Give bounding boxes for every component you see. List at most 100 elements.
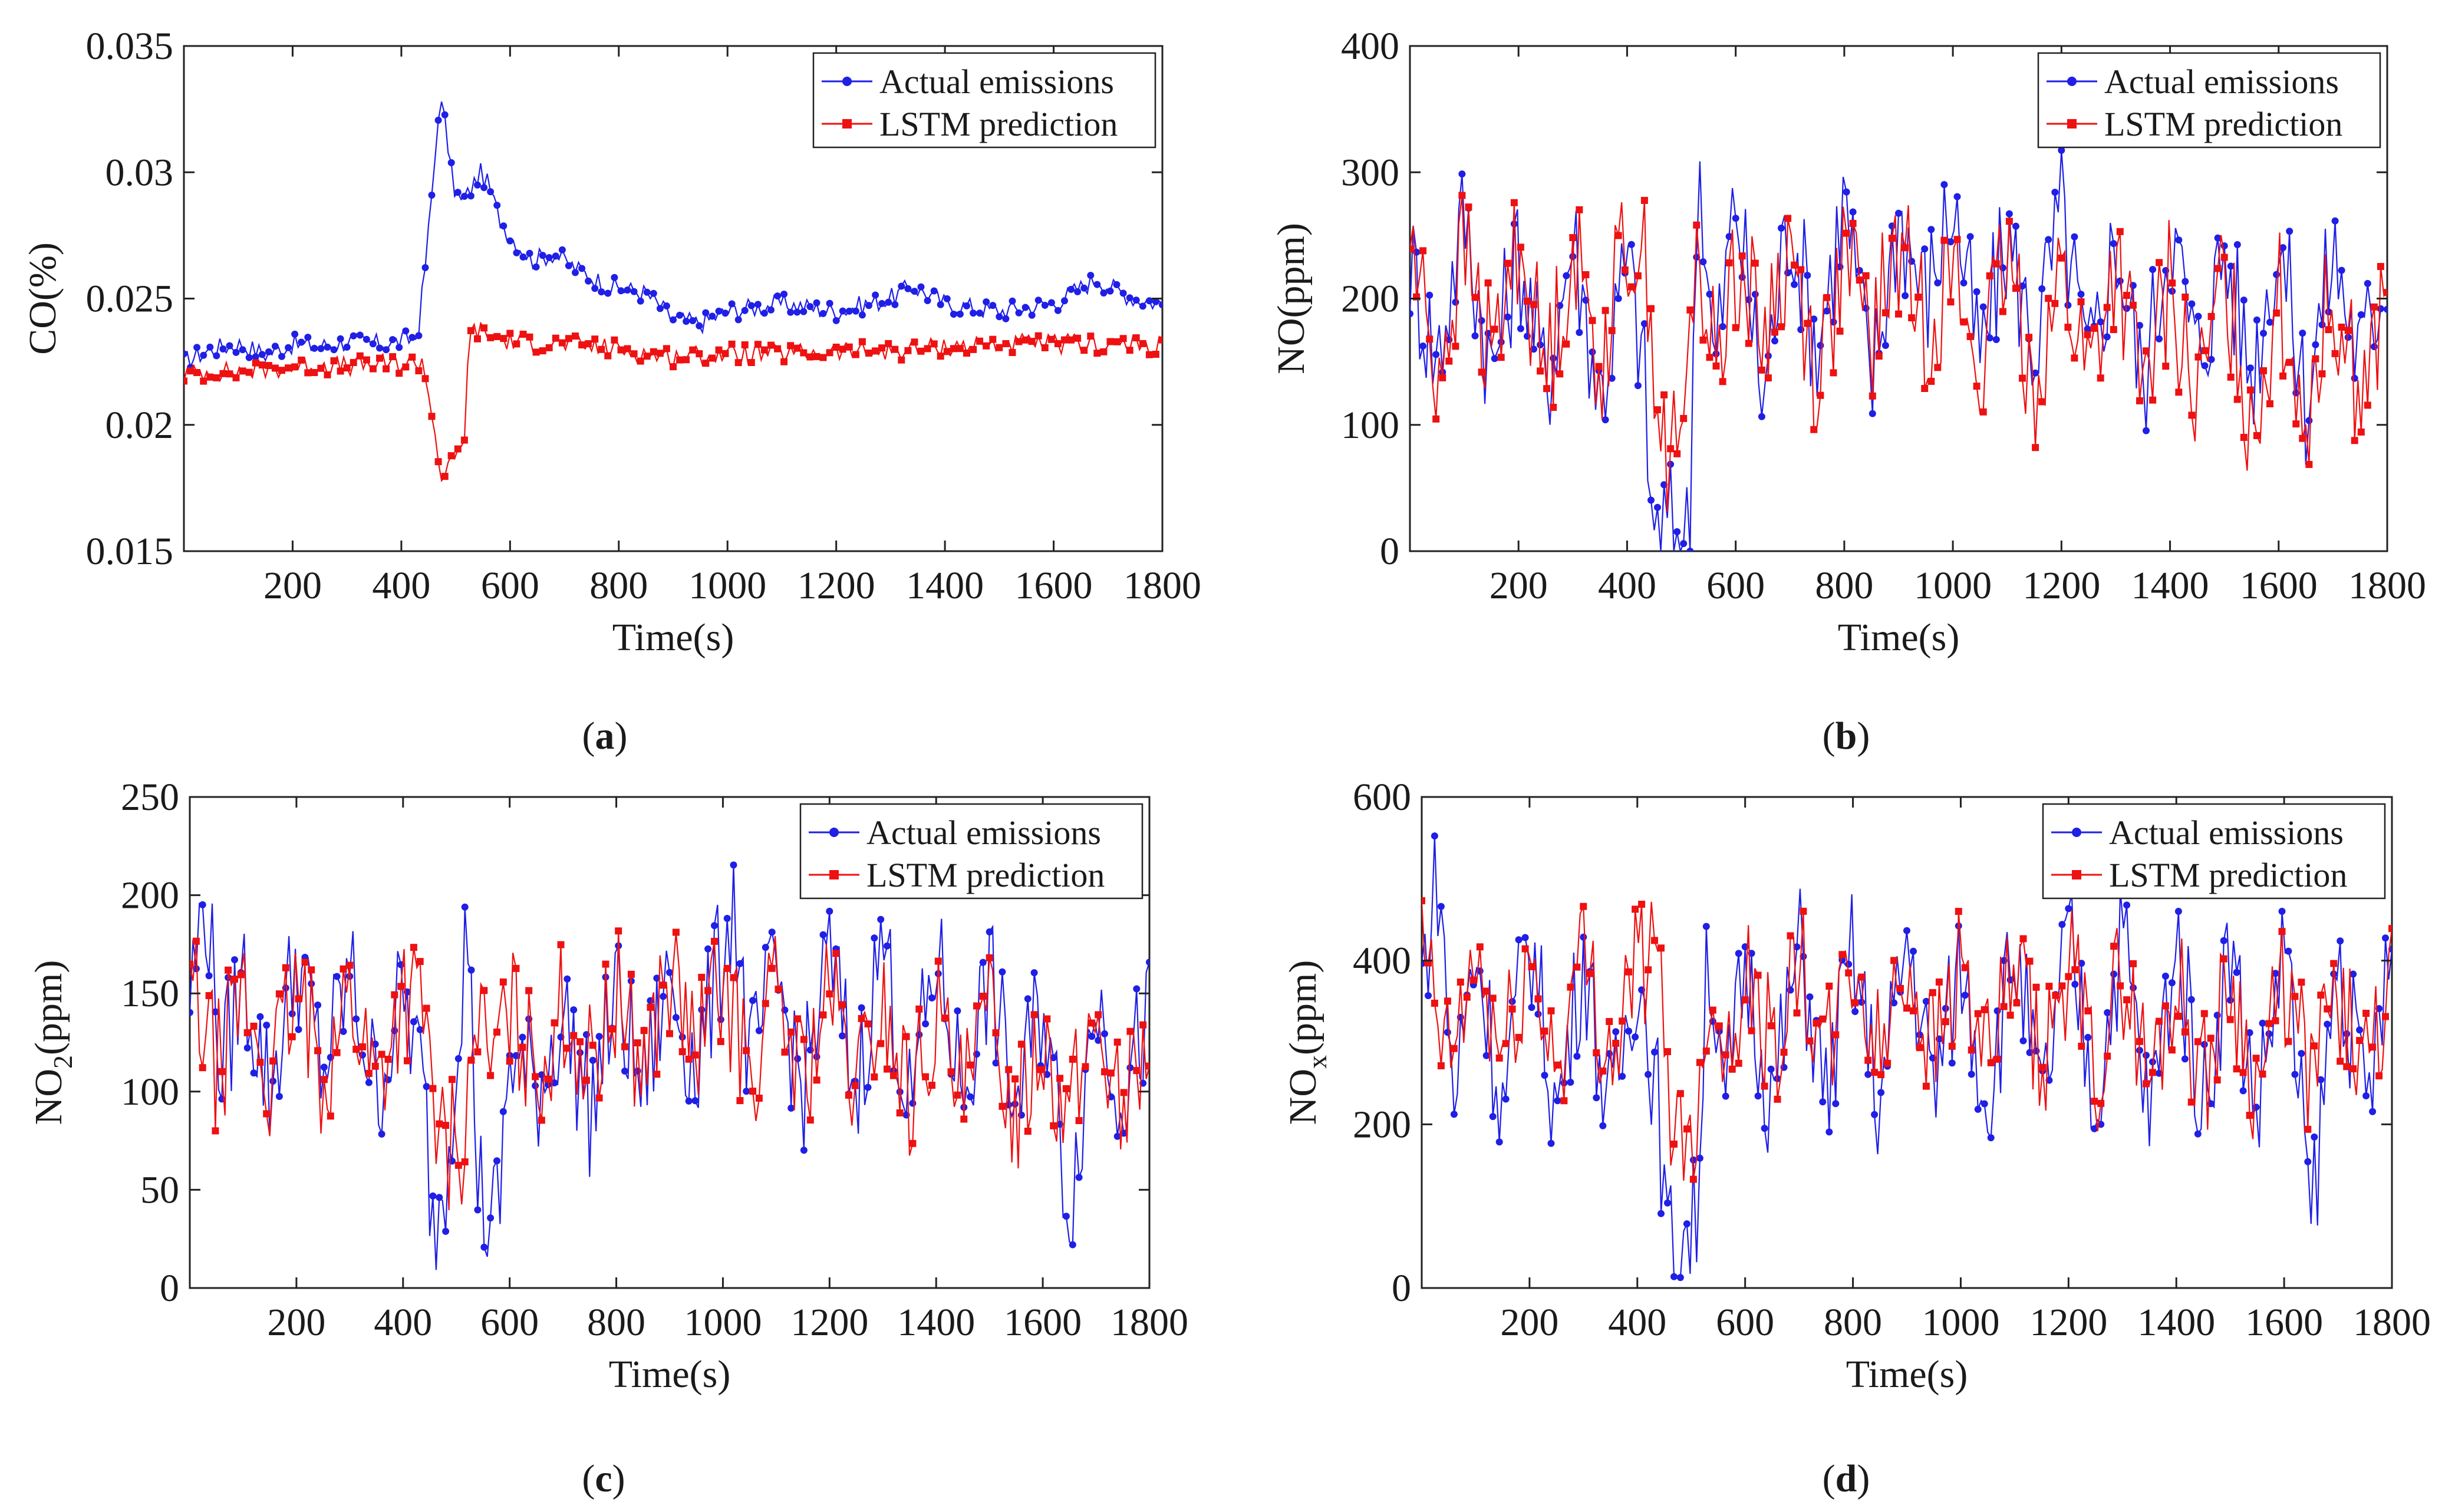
data-point [200, 351, 207, 359]
data-point [396, 344, 403, 351]
x-axis-label: Time(s) [612, 616, 734, 659]
data-point [1922, 997, 1930, 1005]
data-point [474, 1206, 482, 1214]
data-point [1050, 1122, 1057, 1129]
data-point [709, 354, 716, 362]
data-point [1921, 245, 1929, 253]
data-point [1030, 1011, 1038, 1019]
data-point [340, 1027, 347, 1035]
data-point [212, 1127, 219, 1135]
data-point [1877, 1071, 1885, 1079]
data-point [2233, 241, 2241, 248]
data-point [1502, 1095, 1510, 1103]
y-tick-label: 400 [1353, 940, 1411, 983]
data-point [2091, 1098, 2098, 1105]
data-point [295, 1026, 302, 1033]
data-point [2194, 1130, 2202, 1138]
data-point [1670, 1140, 1678, 1148]
data-point [1987, 1059, 1995, 1066]
data-point [2019, 1037, 2027, 1045]
data-point [1810, 426, 1818, 433]
data-point [1696, 1059, 1703, 1066]
x-tick-label: 1400 [2137, 1301, 2215, 1344]
y-axis-label-main: NO [27, 1069, 70, 1125]
data-point [976, 337, 984, 345]
data-point [1528, 963, 1535, 970]
data-point [467, 1056, 475, 1064]
data-point [950, 345, 957, 353]
data-point [1771, 328, 1778, 336]
data-point [532, 263, 540, 271]
data-point [1419, 342, 1427, 350]
data-point [2143, 1080, 2150, 1088]
data-point [232, 374, 240, 381]
data-point [2136, 322, 2143, 329]
data-point [2169, 279, 2176, 287]
data-point [1113, 1038, 1121, 1046]
data-point [1569, 234, 1577, 242]
data-point [1439, 374, 1446, 381]
data-point [2305, 417, 2313, 424]
data-point [839, 1032, 846, 1040]
data-point [989, 302, 997, 309]
data-point [2325, 308, 2332, 316]
data-point [2226, 1016, 2234, 1023]
data-point [634, 1039, 641, 1047]
data-point [410, 944, 417, 951]
data-point [343, 343, 351, 351]
data-point [2149, 1058, 2156, 1066]
data-point [2103, 304, 2111, 311]
data-point [2026, 957, 2034, 965]
data-point [544, 1075, 552, 1083]
data-point [1491, 325, 1498, 333]
data-point [363, 356, 370, 364]
data-point [1576, 329, 1583, 336]
data-point [1689, 1175, 1697, 1183]
data-point [480, 324, 488, 332]
y-tick-label: 0 [160, 1267, 179, 1310]
data-point [408, 334, 416, 341]
data-point [1849, 220, 1857, 227]
data-point [1126, 294, 1133, 302]
data-point [2084, 325, 2091, 333]
data-point [2260, 330, 2267, 337]
data-point [1061, 297, 1068, 305]
data-point [199, 901, 206, 908]
data-point [2181, 1055, 2189, 1063]
data-point [2084, 1033, 2092, 1041]
data-point [363, 335, 370, 343]
data-point [813, 1076, 820, 1084]
data-point [449, 1076, 456, 1083]
data-point [474, 335, 481, 342]
data-point [2317, 991, 2325, 999]
data-point [1101, 1068, 1108, 1076]
data-point [1858, 999, 1866, 1006]
x-tick-label: 400 [1608, 1301, 1666, 1344]
data-point [2305, 460, 2313, 468]
data-point [2091, 1125, 2098, 1132]
data-point [1504, 313, 1511, 321]
data-point [1877, 1089, 1885, 1096]
data-point [2369, 1108, 2377, 1115]
data-point [2357, 428, 2365, 436]
data-point [1465, 203, 1472, 211]
y-tick-label: 200 [1341, 278, 1399, 321]
data-point [602, 960, 609, 968]
x-tick-label: 400 [374, 1301, 432, 1344]
data-point [1927, 226, 1935, 233]
data-point [1489, 1113, 1497, 1121]
data-point [2200, 1040, 2208, 1048]
data-point [2110, 970, 2118, 978]
data-point [585, 277, 592, 285]
data-point [356, 352, 364, 360]
data-point [410, 1018, 417, 1026]
data-point [493, 1028, 500, 1036]
y-tick-label: 100 [121, 1070, 179, 1114]
x-tick-label: 1200 [790, 1301, 868, 1344]
data-point [676, 311, 684, 319]
data-point [1034, 297, 1042, 304]
data-point [1968, 1070, 1975, 1078]
data-point [295, 995, 302, 1003]
data-point [2071, 233, 2078, 241]
data-point [621, 1068, 628, 1075]
